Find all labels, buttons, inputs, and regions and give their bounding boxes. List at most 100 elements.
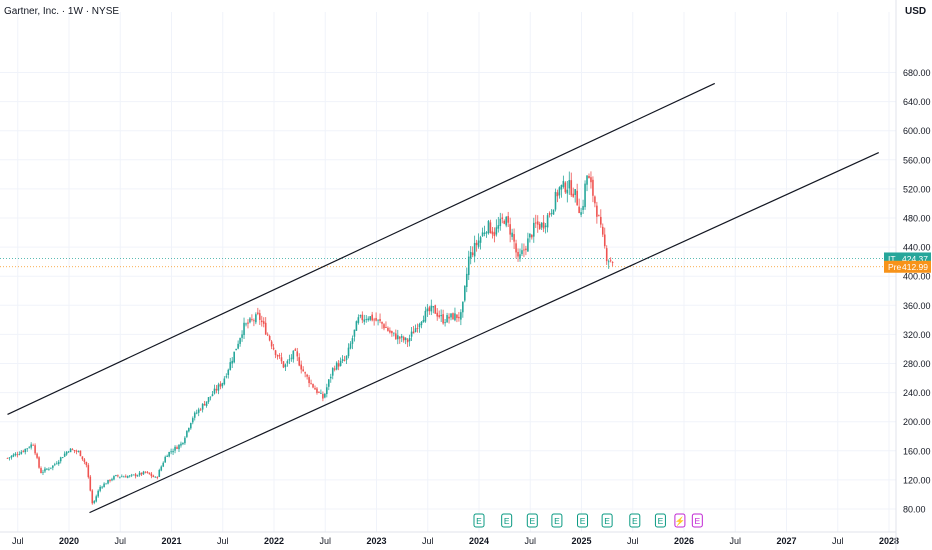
candle-body — [28, 447, 30, 449]
candle-body — [345, 355, 348, 360]
candle-body — [503, 220, 506, 224]
earnings-marker[interactable]: ⚡ — [674, 513, 686, 528]
earnings-marker[interactable]: E — [551, 513, 563, 528]
candle-body — [603, 234, 606, 247]
candle-body — [578, 206, 580, 214]
candle-body — [444, 322, 446, 324]
candle-body — [81, 456, 84, 460]
candle-body — [375, 317, 377, 321]
price-lines-layer — [0, 258, 896, 268]
grid-layer — [0, 12, 896, 532]
candle-body — [83, 459, 86, 462]
candle-body — [523, 249, 525, 251]
candle-body — [521, 250, 523, 255]
candle-body — [91, 490, 94, 504]
candle-body — [180, 443, 182, 446]
candle-body — [126, 476, 129, 478]
y-tick-label: 360.00 — [903, 301, 931, 311]
earnings-marker-box — [577, 513, 589, 528]
candle-body — [314, 388, 316, 390]
earnings-marker[interactable]: E — [526, 513, 538, 528]
candle-body — [264, 322, 267, 335]
candle-body — [268, 336, 271, 341]
candle-body — [128, 475, 131, 477]
candle-body — [408, 337, 411, 342]
candle-body — [201, 403, 204, 410]
earnings-marker[interactable]: E — [473, 513, 485, 528]
candle-body — [310, 383, 312, 384]
candle-body — [67, 451, 70, 453]
candle-body — [113, 476, 115, 480]
x-tick-label: Jul — [114, 536, 126, 546]
earnings-marker-label: E — [604, 516, 610, 526]
candle-body — [158, 469, 161, 477]
candle-body — [357, 317, 360, 323]
earnings-marker-label: E — [632, 516, 638, 526]
candle-body — [109, 479, 111, 481]
earnings-marker-box — [629, 513, 641, 528]
x-tick-label: 2025 — [571, 536, 591, 546]
candle-body — [410, 331, 413, 337]
event-marker-layer[interactable]: E E E E E E E E ⚡ E — [473, 513, 703, 528]
earnings-marker-box — [526, 513, 538, 528]
candle-body — [272, 347, 275, 350]
candle-body — [219, 383, 222, 387]
candle-body — [122, 476, 125, 478]
x-tick-label: Jul — [12, 536, 24, 546]
candle-body — [436, 312, 439, 317]
candle-body — [527, 238, 529, 252]
candle-body — [195, 412, 198, 414]
earnings-marker[interactable]: E — [577, 513, 589, 528]
candle-body — [10, 455, 13, 458]
candle-body — [320, 392, 322, 394]
candle-body — [38, 457, 40, 468]
chart-title: Gartner, Inc. · 1W · NYSE — [4, 6, 120, 17]
candle-body — [48, 468, 50, 470]
candle-body — [168, 451, 170, 457]
candle-body — [400, 336, 403, 338]
candle-body — [532, 222, 535, 237]
earnings-marker[interactable]: E — [691, 513, 703, 528]
y-tick-label: 320.00 — [903, 330, 931, 340]
candle-body — [22, 451, 25, 452]
candle-body — [564, 182, 567, 193]
candle-body — [253, 320, 255, 322]
candle-body — [349, 343, 352, 349]
candle-body — [538, 223, 541, 229]
candle-body — [485, 232, 488, 234]
candle-body — [42, 471, 44, 473]
earnings-marker-label: E — [580, 516, 586, 526]
candle-body — [369, 316, 371, 320]
candle-body — [231, 360, 234, 364]
earnings-marker[interactable]: E — [629, 513, 641, 528]
candle-body — [136, 475, 139, 477]
candle-body — [418, 324, 421, 328]
candle-body — [101, 486, 103, 488]
candle-body — [387, 327, 389, 331]
candle-body — [414, 328, 417, 333]
candle-body — [239, 338, 241, 344]
earnings-marker-label: E — [476, 516, 482, 526]
earnings-marker[interactable]: E — [501, 513, 513, 528]
earnings-marker[interactable]: E — [601, 513, 613, 528]
candle-body — [40, 468, 42, 474]
candle-body — [607, 261, 610, 263]
y-tick-label: 600.00 — [903, 126, 931, 136]
candle-body — [331, 368, 334, 376]
currency-label[interactable]: USD — [905, 6, 927, 17]
candle-body — [150, 473, 153, 477]
candle-body — [327, 379, 330, 387]
candle-body — [542, 222, 545, 229]
candle-body — [499, 218, 502, 226]
earnings-marker[interactable]: E — [654, 513, 666, 528]
candle-body — [540, 222, 543, 228]
candle-body — [144, 471, 147, 473]
candle-body — [517, 251, 519, 257]
earnings-marker-label: E — [658, 516, 664, 526]
candle-body — [61, 457, 64, 459]
candle-body — [276, 354, 279, 357]
candle-body — [20, 451, 23, 454]
candle-body — [103, 483, 105, 488]
